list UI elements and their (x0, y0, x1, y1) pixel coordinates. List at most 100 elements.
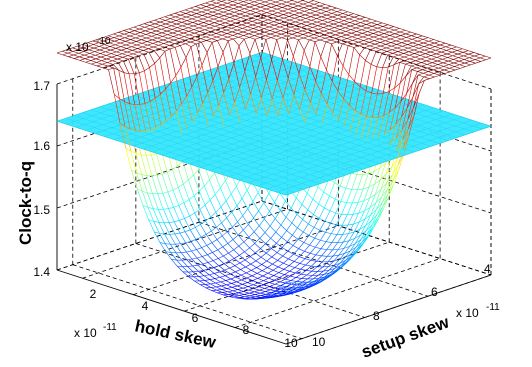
surface-mesh-segment (153, 221, 159, 223)
surface-mesh-segment (397, 47, 404, 51)
surface-mesh-segment (343, 233, 349, 243)
surface-mesh-segment (399, 28, 406, 31)
surface-mesh-segment (334, 262, 341, 266)
surface-mesh-segment (303, 3, 310, 7)
surface-mesh-segment (368, 38, 375, 41)
surface-mesh-segment (182, 25, 189, 29)
surface-mesh-segment (79, 60, 86, 63)
surface-mesh-segment (293, 248, 299, 255)
surface-mesh-segment (297, 227, 304, 233)
surface-mesh-segment (422, 35, 429, 38)
surface-mesh-segment (301, 21, 307, 24)
surface-mesh-segment (216, 2, 223, 6)
surface-mesh-segment (187, 22, 193, 25)
surface-mesh-segment (144, 67, 150, 71)
surface-mesh-segment (323, 25, 329, 28)
surface-mesh-segment (174, 41, 180, 44)
surface-mesh-segment (252, 201, 259, 211)
surface-mesh-segment (170, 244, 177, 253)
surface-mesh-segment (94, 49, 100, 52)
surface-mesh-segment (353, 41, 359, 45)
surface-mesh-segment (228, 8, 234, 11)
surface-mesh-segment (378, 35, 385, 38)
surface-mesh-segment (398, 58, 405, 61)
plane-mesh-line (257, 116, 463, 187)
surface-mesh-segment (140, 30, 146, 33)
surface-mesh-segment (271, 98, 279, 116)
surface-mesh-segment (333, 20, 339, 23)
surface-mesh-segment (418, 44, 425, 47)
surface-mesh-segment (331, 41, 337, 45)
surface-mesh-segment (187, 23, 194, 27)
surface-mesh-segment (245, 13, 251, 17)
surface-mesh-segment (469, 57, 476, 60)
surface-mesh-segment (241, 277, 247, 281)
surface-mesh-segment (234, 15, 241, 18)
surface-mesh-segment (199, 280, 206, 285)
surface-mesh-segment (231, 287, 238, 290)
surface-mesh-segment (394, 62, 400, 89)
surface-mesh-segment (376, 196, 382, 210)
surface-mesh-segment (307, 30, 314, 33)
surface-mesh-segment (352, 202, 359, 215)
surface-mesh-segment (148, 219, 154, 222)
surface-mesh-segment (373, 167, 380, 172)
surface-mesh-segment (260, 291, 266, 294)
surface-mesh-segment (297, 34, 304, 37)
surface-mesh-segment (182, 183, 190, 200)
surface-mesh-segment (164, 45, 170, 48)
surface-mesh-segment (286, 283, 292, 287)
surface-mesh-segment (194, 32, 201, 36)
surface-mesh-segment (284, 21, 291, 24)
surface-mesh-segment (429, 44, 436, 47)
surface-mesh-segment (392, 164, 399, 181)
surface-mesh-segment (335, 34, 342, 37)
surface-mesh-segment (258, 210, 265, 220)
surface-mesh-segment (417, 35, 423, 38)
surface-mesh-segment (311, 21, 318, 25)
surface-mesh-segment (146, 35, 152, 39)
surface-mesh-segment (277, 260, 284, 264)
surface-mesh-segment (345, 187, 352, 190)
surface-mesh-segment (464, 59, 470, 62)
surface-mesh-segment (195, 224, 201, 228)
surface-mesh-segment (320, 11, 327, 14)
surface-mesh-segment (149, 23, 156, 26)
surface-mesh-segment (468, 52, 474, 55)
surface-mesh-segment (400, 75, 407, 84)
surface-mesh-segment (341, 39, 348, 43)
surface-mesh-segment (144, 26, 151, 30)
surface-mesh-segment (350, 27, 357, 30)
surface-mesh-segment (237, 285, 244, 289)
surface-mesh-segment (279, 281, 286, 284)
surface-mesh-segment (209, 179, 216, 195)
surface-mesh-segment (142, 46, 149, 49)
surface-mesh-segment (300, 268, 307, 271)
surface-mesh-segment (416, 63, 423, 67)
surface-mesh-segment (116, 53, 123, 56)
surface-mesh-segment (388, 26, 394, 29)
surface-mesh-segment (230, 276, 237, 280)
surface-mesh-segment (320, 248, 327, 250)
surface-mesh-segment (307, 275, 313, 280)
surface-mesh-segment (480, 57, 486, 61)
surface-mesh-segment (374, 40, 381, 43)
surface-mesh-segment (319, 229, 326, 233)
surface-mesh-segment (359, 225, 366, 230)
surface-mesh-segment (336, 41, 343, 45)
surface-mesh-segment (331, 81, 339, 91)
surface-mesh-segment (180, 252, 188, 261)
surface-mesh-segment (355, 114, 362, 136)
surface-mesh-segment (375, 189, 382, 203)
surface-mesh-segment (85, 61, 92, 65)
surface-mesh-segment (274, 283, 281, 286)
surface-mesh-segment (235, 20, 242, 24)
surface-mesh-segment (198, 24, 205, 27)
surface-mesh-segment (242, 282, 248, 285)
surface-mesh-segment (304, 258, 311, 261)
surface-mesh-segment (267, 263, 273, 268)
surface-mesh-segment (286, 222, 293, 231)
surface-mesh-segment (222, 246, 229, 254)
surface-mesh-segment (308, 214, 314, 224)
surface-mesh-segment (387, 53, 393, 56)
